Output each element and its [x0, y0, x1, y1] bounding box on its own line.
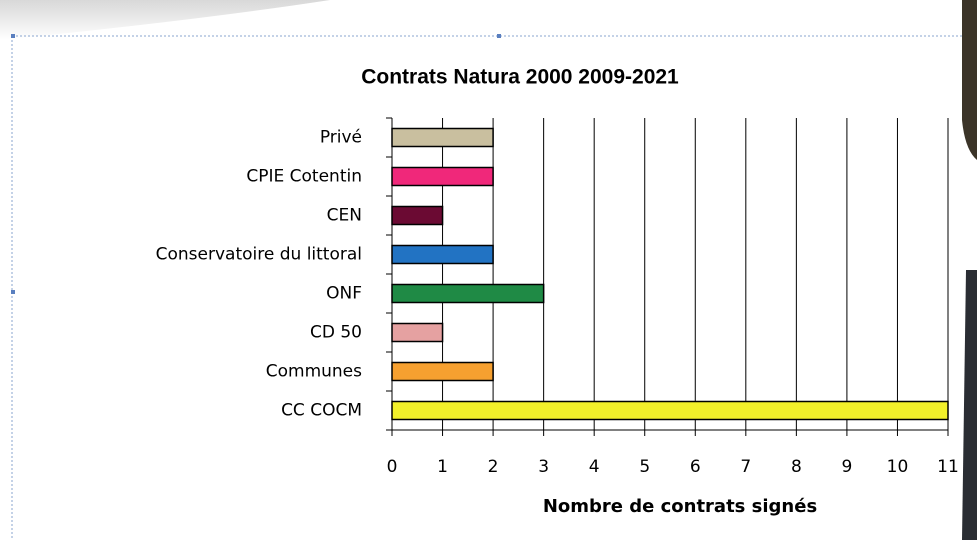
chart-title: Contrats Natura 2000 2009-2021: [361, 66, 679, 89]
handle: [497, 34, 501, 38]
y-tick-label: CC COCM: [281, 401, 362, 421]
bar: [392, 207, 443, 225]
y-tick-label: Conservatoire du littoral: [156, 245, 362, 265]
bar: [392, 246, 493, 264]
handle: [11, 34, 15, 38]
x-tick-label: 2: [488, 457, 499, 477]
x-tick-label: 4: [589, 457, 600, 477]
x-tick-label: 9: [841, 457, 852, 477]
y-tick-label: ONF: [326, 284, 362, 304]
chart: Contrats Natura 2000 2009-2021 Nombre de…: [0, 0, 977, 540]
y-tick-label: CPIE Cotentin: [246, 167, 362, 187]
background-image: [962, 0, 977, 160]
x-tick-label: 5: [639, 457, 650, 477]
y-tick-label: CEN: [327, 206, 362, 226]
x-tick-label: 7: [740, 457, 751, 477]
x-tick-label: 0: [387, 457, 398, 477]
bar: [392, 324, 443, 342]
bar: [392, 129, 493, 147]
background-shade: [0, 0, 330, 40]
bar: [392, 363, 493, 381]
x-tick-label: 6: [690, 457, 701, 477]
x-axis-title: Nombre de contrats signés: [543, 496, 817, 517]
background-image: [962, 270, 977, 540]
x-tick-label: 1: [437, 457, 448, 477]
x-tick-label: 10: [887, 457, 909, 477]
y-tick-label: Privé: [320, 128, 362, 148]
x-tick-label: 3: [538, 457, 549, 477]
y-tick-label: CD 50: [310, 323, 362, 343]
handle: [11, 290, 15, 294]
page: Contrats Natura 2000 2009-2021 Nombre de…: [0, 0, 977, 540]
x-tick-label: 8: [791, 457, 802, 477]
bar: [392, 285, 544, 303]
y-tick-label: Communes: [266, 362, 362, 382]
bar: [392, 168, 493, 186]
x-tick-label: 11: [937, 457, 959, 477]
bar: [392, 402, 948, 420]
